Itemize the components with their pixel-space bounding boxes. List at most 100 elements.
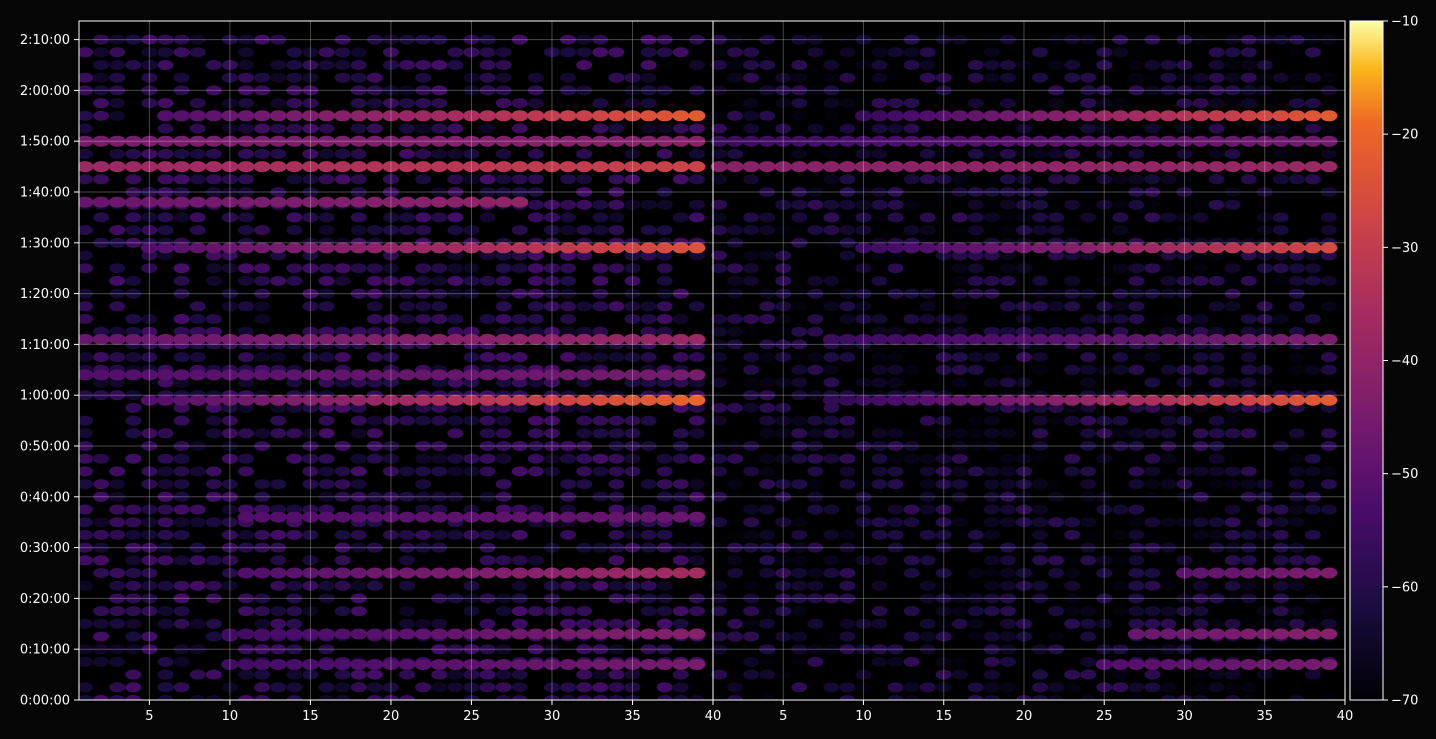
heatmap-cell xyxy=(1048,555,1065,566)
heatmap-cell xyxy=(951,352,968,363)
heatmap-cell xyxy=(903,34,920,45)
heatmap-cell xyxy=(624,288,641,299)
heatmap-cell xyxy=(254,301,271,312)
heatmap-cell xyxy=(79,301,93,312)
heatmap-cell xyxy=(791,199,808,210)
heatmap-cell xyxy=(656,199,673,210)
heatmap-cell xyxy=(935,148,952,159)
heatmap-cell xyxy=(759,606,776,617)
heatmap-cell xyxy=(238,669,255,680)
heatmap-cell xyxy=(1143,135,1161,147)
heatmap-cell xyxy=(711,568,727,578)
heatmap-cell xyxy=(743,364,760,375)
heatmap-cell xyxy=(495,567,513,579)
heatmap-cell xyxy=(1304,453,1321,464)
heatmap-cell xyxy=(688,415,705,426)
heatmap-cell xyxy=(951,441,968,451)
heatmap-cell xyxy=(1320,72,1337,83)
heatmap-cell xyxy=(999,504,1016,515)
heatmap-cell xyxy=(189,174,206,185)
heatmap-cell xyxy=(1143,110,1161,122)
heatmap-cell xyxy=(624,148,641,159)
heatmap-cell xyxy=(382,174,399,185)
heatmap-cell xyxy=(301,161,319,173)
heatmap-cell xyxy=(125,148,142,159)
heatmap-cell xyxy=(608,555,625,566)
heatmap-cell xyxy=(1240,695,1257,700)
heatmap-cell xyxy=(350,135,368,147)
heatmap-cell xyxy=(1272,394,1290,406)
heatmap-cell xyxy=(366,542,383,553)
heatmap-cell xyxy=(463,504,480,515)
heatmap-cell xyxy=(839,123,856,134)
heatmap-cell xyxy=(1224,60,1241,70)
heatmap-cell xyxy=(1288,72,1305,83)
heatmap-cell xyxy=(495,555,512,566)
heatmap-cell xyxy=(559,658,577,670)
heatmap-cell xyxy=(688,212,705,223)
heatmap-cell xyxy=(855,263,872,274)
heatmap-cell xyxy=(711,441,727,451)
heatmap-cell xyxy=(1288,34,1305,45)
heatmap-cell xyxy=(727,60,744,70)
heatmap-cell xyxy=(1176,225,1193,236)
heatmap-cell xyxy=(1256,60,1273,70)
heatmap-cell xyxy=(109,110,126,121)
heatmap-cell xyxy=(157,695,174,700)
heatmap-cell xyxy=(1032,288,1049,299)
heatmap-cell xyxy=(791,34,808,45)
heatmap-cell xyxy=(775,402,792,413)
heatmap-cell xyxy=(238,606,255,617)
heatmap-cell xyxy=(1032,580,1049,591)
heatmap-cell xyxy=(640,98,657,109)
heatmap-cell xyxy=(592,301,609,312)
heatmap-cell xyxy=(1015,517,1032,528)
heatmap-cell xyxy=(495,288,512,299)
heatmap-cell xyxy=(983,491,1000,502)
heatmap-cell xyxy=(398,628,416,640)
heatmap-cell xyxy=(656,148,673,159)
heatmap-cell xyxy=(366,441,383,451)
heatmap-cell xyxy=(656,593,673,604)
heatmap-cell xyxy=(157,225,174,236)
heatmap-cell xyxy=(608,352,625,363)
heatmap-cell xyxy=(1192,364,1209,375)
heatmap-cell xyxy=(1096,415,1113,426)
heatmap-cell xyxy=(839,314,856,324)
heatmap-cell xyxy=(253,110,271,122)
heatmap-cell xyxy=(1320,428,1337,439)
heatmap-cell xyxy=(189,242,207,254)
heatmap-cell xyxy=(1048,301,1065,312)
heatmap-cell xyxy=(1144,517,1161,528)
x-tick-label: 20 xyxy=(383,709,400,724)
heatmap-cell xyxy=(318,275,335,286)
heatmap-cell xyxy=(887,517,904,528)
heatmap-cell xyxy=(775,542,792,553)
heatmap-cell xyxy=(253,333,271,345)
heatmap-cell xyxy=(743,529,760,540)
heatmap-cell xyxy=(887,288,904,299)
heatmap-cell xyxy=(855,275,872,286)
heatmap-cell xyxy=(887,250,904,261)
heatmap-cell xyxy=(1095,110,1113,122)
heatmap-cell xyxy=(951,110,969,122)
heatmap-cell xyxy=(1224,275,1241,286)
heatmap-cell xyxy=(903,669,920,680)
heatmap-cell xyxy=(399,288,416,299)
heatmap-cell xyxy=(79,517,93,528)
heatmap-cell xyxy=(79,580,93,591)
heatmap-cell xyxy=(350,212,367,223)
heatmap-cell xyxy=(270,644,287,655)
heatmap-cell xyxy=(238,85,255,96)
heatmap-cell xyxy=(447,593,464,604)
heatmap-cell xyxy=(382,504,399,515)
heatmap-cell xyxy=(334,333,352,345)
heatmap-cell xyxy=(511,618,528,629)
heatmap-cell xyxy=(624,314,641,324)
heatmap-cell xyxy=(887,542,904,553)
heatmap-cell xyxy=(967,682,984,693)
heatmap-cell xyxy=(1320,333,1338,345)
heatmap-cell xyxy=(1320,618,1337,629)
heatmap-cell xyxy=(967,415,984,426)
heatmap-cell xyxy=(462,161,480,173)
